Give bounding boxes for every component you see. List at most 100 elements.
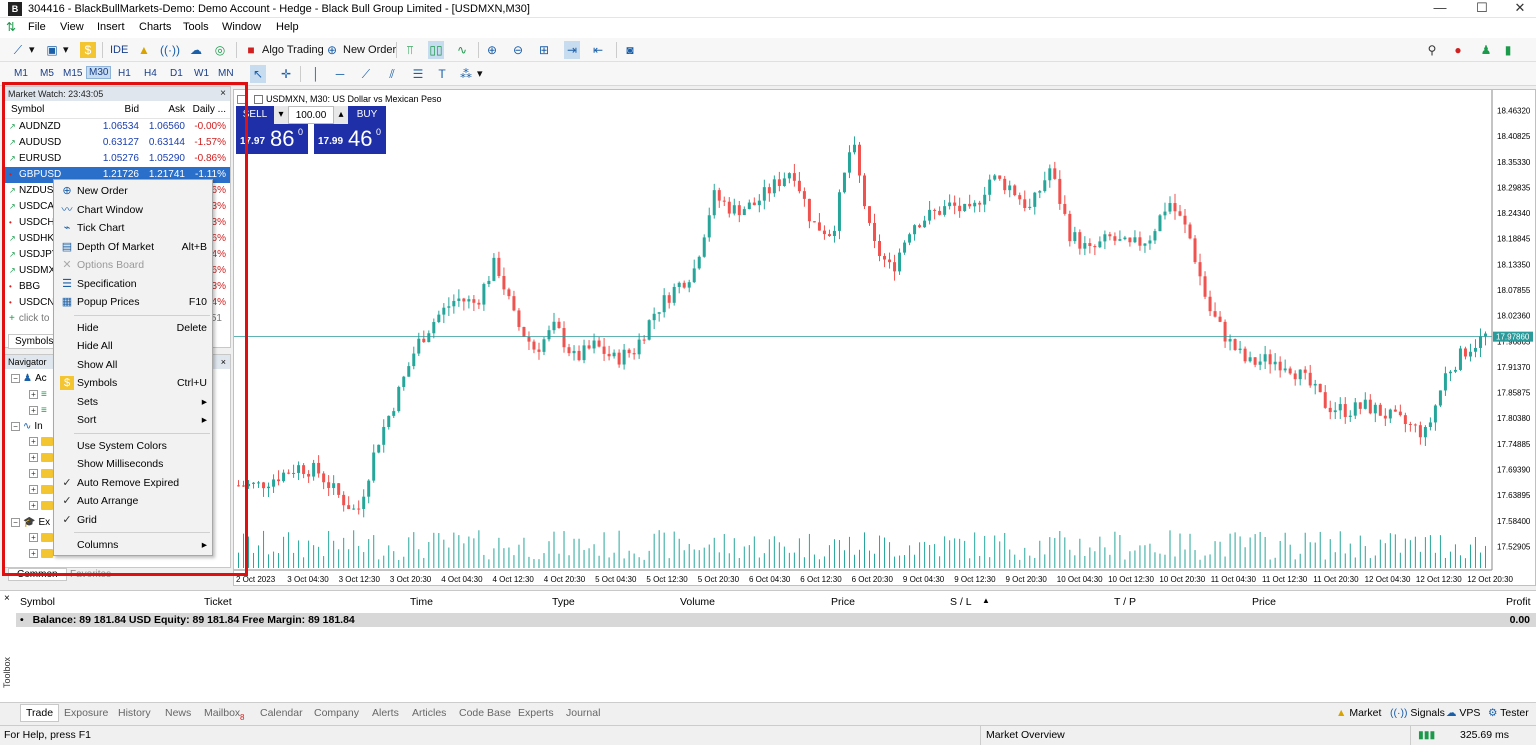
chart-window-icon[interactable]: ▣ ▾ — [46, 43, 69, 57]
navigator-close-icon[interactable]: × — [220, 357, 226, 367]
volume-down-button[interactable]: ▾ — [274, 106, 288, 124]
horizontal-line-icon[interactable]: ─ — [335, 67, 345, 81]
buy-button[interactable]: BUY — [348, 106, 386, 124]
ctx-show-milliseconds[interactable]: Show Milliseconds — [54, 455, 212, 473]
col-symbol[interactable]: Symbol — [20, 596, 56, 608]
col-profit[interactable]: Profit — [1506, 596, 1531, 608]
vertical-line-icon[interactable]: │ — [312, 67, 320, 81]
shapes-icon[interactable]: ⁂ ▾ — [460, 67, 483, 81]
market-button[interactable]: ▲ Market — [1336, 707, 1382, 719]
tf-m15[interactable]: M15 — [63, 68, 83, 79]
tab-exposure[interactable]: Exposure — [64, 707, 109, 719]
nav-folder[interactable]: + — [29, 549, 53, 558]
ctx-popup-prices[interactable]: ▦ Popup Prices F10 — [54, 293, 212, 311]
tab-mailbox[interactable]: Mailbox — [204, 707, 241, 719]
col-time[interactable]: Time — [410, 596, 433, 608]
nav-folder[interactable]: + — [29, 453, 53, 462]
account-icon[interactable]: ♟ — [1480, 43, 1492, 57]
tab-company[interactable]: Company — [314, 707, 359, 719]
col-ask[interactable]: Ask — [168, 104, 185, 115]
ctx-symbols[interactable]: $ Symbols Ctrl+U — [54, 374, 212, 392]
minimize-button[interactable]: — — [1433, 0, 1447, 15]
col-price[interactable]: Price — [831, 596, 855, 608]
chart-type-icon[interactable]: ⟋ ▾ — [13, 43, 35, 57]
signals-button[interactable]: ((·)) Signals — [1390, 707, 1445, 719]
candle-chart-icon[interactable]: ▯▯ — [428, 41, 444, 59]
fibonacci-icon[interactable]: ☰ — [412, 67, 424, 81]
market-watch-row[interactable]: ↗ NZDUS 6% — [5, 183, 230, 199]
signal-icon[interactable]: ((·)) — [160, 43, 180, 57]
tab-history[interactable]: History — [118, 707, 151, 719]
vps-button[interactable]: ☁ VPS — [1446, 707, 1481, 719]
col-bid[interactable]: Bid — [124, 104, 139, 115]
tab-alerts[interactable]: Alerts — [372, 707, 399, 719]
volume-up-button[interactable]: ▴ — [334, 106, 348, 124]
volume-input[interactable]: 100.00 — [288, 106, 334, 124]
market-watch-row[interactable]: • USDCN 4% — [5, 295, 230, 311]
autoscroll-icon[interactable]: ⇥ — [564, 41, 580, 59]
menu-tools[interactable]: Tools — [183, 21, 209, 33]
menu-insert[interactable]: Insert — [97, 21, 125, 33]
trendline-icon[interactable]: ⟋ — [361, 67, 371, 81]
menu-help[interactable]: Help — [276, 21, 299, 33]
tf-m5[interactable]: M5 — [40, 68, 54, 79]
nav-folder[interactable]: + — [29, 501, 53, 510]
ctx-sort[interactable]: Sort ▸ — [54, 411, 212, 429]
tab-trade[interactable]: Trade — [20, 704, 60, 722]
app-menu-icon[interactable]: ⇅ — [6, 20, 17, 34]
tab-articles[interactable]: Articles — [412, 707, 447, 719]
nav-folder[interactable]: + — [29, 469, 53, 478]
crosshair-icon[interactable]: ✛ — [280, 67, 292, 81]
nav-accounts[interactable]: − ♟ Ac — [11, 373, 47, 384]
toolbox-label[interactable]: Toolbox — [2, 656, 12, 688]
market-watch-row[interactable]: ↗ USDMX 6% — [5, 263, 230, 279]
tf-mn[interactable]: MN — [218, 68, 234, 79]
col-daily[interactable]: Daily ... — [192, 104, 226, 115]
bid-price-box[interactable]: 17.97 86 0 — [236, 124, 308, 154]
close-button[interactable]: ✕ — [1514, 0, 1526, 15]
search-icon[interactable]: ⚲ — [1427, 43, 1437, 57]
nav-account-1[interactable]: + ≡ — [29, 389, 47, 400]
ctx-new-order[interactable]: ⊕ New Order — [54, 182, 212, 200]
market-watch-row[interactable]: ↗ USDJPY 4% — [5, 247, 230, 263]
tab-experts[interactable]: Experts — [518, 707, 554, 719]
ctx-chart-window[interactable]: 〰 Chart Window — [54, 201, 212, 219]
nav-indicators[interactable]: − ∿ In — [11, 421, 43, 432]
tf-m30[interactable]: M30 — [86, 66, 112, 79]
ide-button[interactable]: IDE — [110, 44, 129, 56]
ctx-hide[interactable]: Hide Delete — [54, 319, 212, 337]
status-market-overview[interactable]: Market Overview — [986, 729, 1065, 741]
tab-code-base[interactable]: Code Base — [459, 707, 511, 719]
market-watch-row[interactable]: ↗ USDCA 3% — [5, 199, 230, 215]
nav-folder[interactable]: + — [29, 485, 53, 494]
tab-journal[interactable]: Journal — [566, 707, 601, 719]
bar-chart-icon[interactable]: ⫪ — [406, 43, 414, 57]
col-ticket[interactable]: Ticket — [204, 596, 232, 608]
ctx-show-all[interactable]: Show All — [54, 356, 212, 374]
ctx-use-system-colors[interactable]: Use System Colors — [54, 437, 212, 455]
cursor-icon[interactable]: ↖ — [250, 65, 266, 83]
ask-price-box[interactable]: 17.99 46 0 — [314, 124, 386, 154]
market-watch-row[interactable]: • BBG 3% — [5, 279, 230, 295]
screenshot-icon[interactable]: ◙ — [626, 43, 634, 57]
menu-window[interactable]: Window — [222, 21, 262, 33]
zoom-in-icon[interactable]: ⊕ — [486, 43, 498, 57]
col-symbol[interactable]: Symbol — [11, 104, 45, 115]
notifications-icon[interactable]: ● — [1454, 43, 1462, 57]
col-price-current[interactable]: Price — [1252, 596, 1276, 608]
market-watch-close-icon[interactable]: × — [220, 88, 226, 99]
market-watch-row[interactable]: ↗ EURUSD 1.05276 1.05290 -0.86% — [5, 151, 230, 167]
ctx-hide-all[interactable]: Hide All — [54, 337, 212, 355]
col-sl[interactable]: S / L — [950, 596, 972, 608]
ctx-columns[interactable]: Columns ▸ — [54, 536, 212, 554]
tester-button[interactable]: ⚙ Tester — [1488, 707, 1529, 719]
col-type[interactable]: Type — [552, 596, 575, 608]
menu-view[interactable]: View — [60, 21, 84, 33]
tf-h4[interactable]: H4 — [144, 68, 157, 79]
lock-icon[interactable]: ▲ — [138, 43, 150, 57]
line-chart-icon[interactable]: ∿ — [456, 43, 468, 57]
ctx-grid[interactable]: ✓ Grid — [54, 511, 212, 529]
ctx-specification[interactable]: ☰ Specification — [54, 275, 212, 293]
tf-m1[interactable]: M1 — [14, 68, 28, 79]
chart-shift-icon[interactable]: ⇤ — [592, 43, 604, 57]
